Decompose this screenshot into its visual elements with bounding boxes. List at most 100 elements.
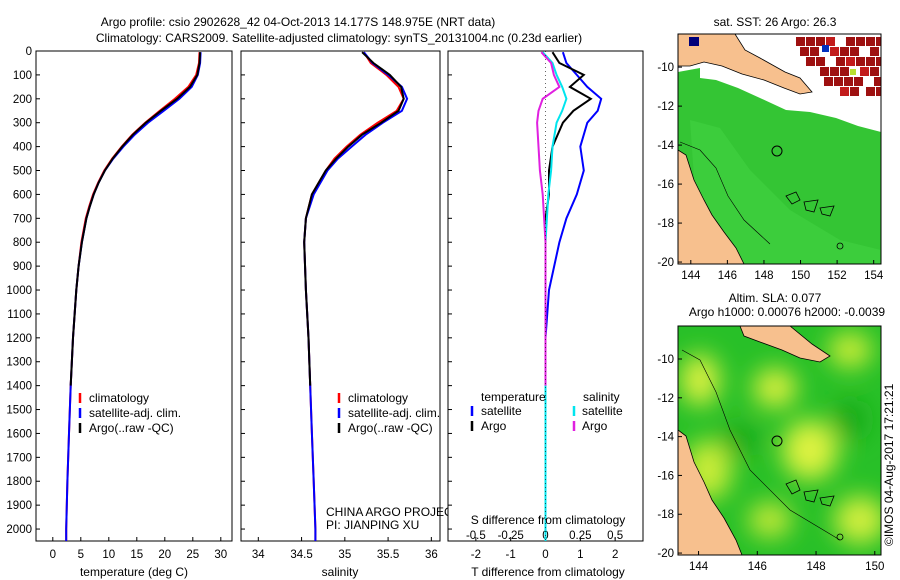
salinity-axes <box>240 50 441 542</box>
sla-australia-land <box>678 429 743 555</box>
sla-png-land <box>739 326 831 363</box>
sst-warm-cell <box>826 37 835 46</box>
legend-salinity-title: salinity <box>583 390 620 404</box>
y-tick-label: 900 <box>13 261 32 273</box>
map-x-label: 148 <box>754 270 773 282</box>
sst-warm-cell <box>840 87 849 96</box>
sst-warm-cell <box>874 77 881 86</box>
s-tick-label: -0.25 <box>498 530 524 542</box>
sst-reef-3 <box>819 205 835 217</box>
legend-label: climatology <box>89 391 149 405</box>
x-tick-label: -1 <box>506 549 516 561</box>
sla-reef-2 <box>803 489 819 503</box>
map-x-label: 144 <box>689 561 709 573</box>
sst-warm-cell <box>800 47 809 56</box>
temperature-xlabel: temperature (deg C) <box>80 565 188 579</box>
sst-warm-cell <box>856 57 865 66</box>
temp-argo-line <box>69 52 202 386</box>
map-y-label: -10 <box>657 354 674 366</box>
sst-warm-cell <box>866 87 875 96</box>
sal-satellite-line <box>303 51 409 541</box>
x-tick-label: 25 <box>186 549 199 561</box>
pi-label: PI: JIANPING XU <box>326 518 419 532</box>
s-diff-label: S difference from climatology <box>471 513 626 527</box>
map-x-label: 144 <box>681 270 701 282</box>
sst-reef-2 <box>803 199 819 213</box>
map-y-label: -12 <box>657 101 674 113</box>
sst-warm-cell <box>860 67 869 76</box>
sst-warm-cell <box>840 67 849 76</box>
sla-argo-location <box>771 435 783 447</box>
sst-warm-cell <box>846 37 855 46</box>
temperature-axes <box>35 50 233 542</box>
x-tick-label: 35.5 <box>377 549 399 561</box>
s-tick-label: -0.5 <box>466 530 486 542</box>
y-tick-label: 1600 <box>6 428 32 440</box>
y-tick-label: 1000 <box>6 285 32 297</box>
y-tick-label: 700 <box>13 213 32 225</box>
sdiff-argo-line <box>536 51 561 386</box>
sst-warm-cell <box>856 37 865 46</box>
legend-label: satellite-adj. clim. <box>89 406 181 420</box>
sla-reef-1 <box>785 479 801 495</box>
difference-panel: -2 -1 0 1 2-0.5 -0.25 0 0.25 0.5 S difference fr… <box>447 50 644 579</box>
sst-island-marker <box>836 242 844 250</box>
map-x-label: 150 <box>791 270 810 282</box>
x-tick-label: 0 <box>50 549 56 561</box>
sst-warm-cell <box>816 37 825 46</box>
s-tick-label: 0.5 <box>607 530 623 542</box>
x-tick-label: 36 <box>425 549 438 561</box>
legend-s-argo-label: Argo <box>582 419 608 433</box>
sal-argo-line <box>303 51 405 386</box>
x-tick-label: 10 <box>102 549 115 561</box>
x-tick-label: 15 <box>130 549 143 561</box>
sst-png-land <box>678 34 813 95</box>
sst-warm-patches <box>796 37 881 96</box>
header-line2: Climatology: CARS2009. Satellite-adjuste… <box>96 31 582 45</box>
map-x-label: 146 <box>718 270 737 282</box>
x-tick-label: 34.5 <box>290 549 312 561</box>
sst-warm-cell <box>870 67 879 76</box>
sla-map: Altim. SLA: 0.077 Argo h1000: 0.00076 h2… <box>657 291 885 573</box>
sst-cold-pixel <box>689 37 699 46</box>
legend-temperature-title: temperature <box>481 390 546 404</box>
map-x-label: 154 <box>864 270 884 282</box>
legend-t-argo-label: Argo <box>481 419 507 433</box>
y-tick-label: 500 <box>13 166 32 178</box>
y-tick-label: 1300 <box>6 357 32 369</box>
sst-warm-cell <box>830 47 839 56</box>
sst-warm-cell <box>854 77 863 86</box>
s-tick-label: 0.25 <box>569 530 591 542</box>
x-tick-label: 35 <box>338 549 351 561</box>
x-tick-label: 0 <box>542 549 548 561</box>
sst-warm-cell <box>830 67 839 76</box>
sst-warm-cell <box>824 77 833 86</box>
y-tick-label: 300 <box>13 118 32 130</box>
map-y-label: -10 <box>657 62 674 74</box>
sst-warm-cell <box>816 57 825 66</box>
legend-label: satellite-adj. clim. <box>348 406 440 420</box>
sst-sea-field-light <box>690 120 881 264</box>
sst-warm-cell <box>844 77 853 86</box>
sst-yellow-cell <box>850 69 856 75</box>
salinity-xlabel: salinity <box>322 565 359 579</box>
y-tick-label: 400 <box>13 142 32 154</box>
sst-warm-cell <box>850 87 859 96</box>
t-diff-label: T difference from climatology <box>471 565 625 579</box>
sst-reef-1 <box>785 191 801 205</box>
legend-t-satellite-label: satellite <box>481 404 522 418</box>
sst-warm-cell <box>866 57 875 66</box>
sst-warm-cell <box>876 57 881 66</box>
y-tick-label: 1500 <box>6 405 32 417</box>
sla-reef-3 <box>819 495 835 507</box>
sst-warm-cell <box>870 47 879 56</box>
sst-warm-cell <box>834 77 843 86</box>
legend-label: climatology <box>348 391 408 405</box>
map-x-label: 146 <box>748 561 767 573</box>
legend-s-satellite-label: satellite <box>582 404 623 418</box>
x-tick-label: 20 <box>158 549 171 561</box>
sst-map: sat. SST: 26 Argo: 26.3 144 146 148 150 152 1… <box>657 15 884 282</box>
